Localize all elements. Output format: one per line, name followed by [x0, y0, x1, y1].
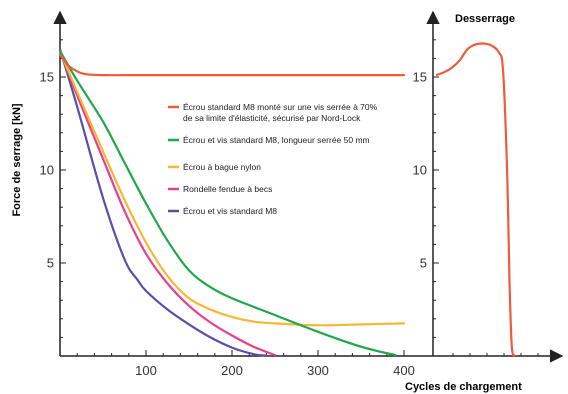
legend-label-2: Écrou à bague nylon [183, 162, 261, 172]
x-ticks: 100 200 300 400 [135, 350, 415, 378]
legend-label-4: Écrou et vis standard M8 [183, 206, 277, 216]
legend: Écrou standard M8 monté sur une vis serr… [168, 102, 378, 216]
axes [53, 10, 564, 363]
series-lines [58, 48, 406, 357]
x-axis-title: Cycles de chargement [405, 381, 522, 393]
series-line-2 [58, 49, 406, 327]
x-tick-label: 300 [307, 363, 329, 378]
y-tick-label: 5 [47, 256, 54, 271]
legend-label-0: de sa limite d'élasticité, sécurisé par … [183, 113, 361, 123]
y-tick-label: 15 [40, 70, 54, 85]
y-ticks-left: 5 10 15 [40, 70, 66, 271]
y-tick-label-right: 15 [413, 70, 427, 85]
y-ticks-right: 5 10 15 [413, 70, 439, 271]
right-panel-series-line-0 [435, 42, 517, 357]
minor-ticks [60, 39, 539, 356]
y-tick-label-right: 5 [420, 256, 427, 271]
x-tick-label: 200 [221, 363, 243, 378]
legend-label-1: Écrou et vis standard M8, longueur serré… [183, 135, 370, 145]
y-tick-label-right: 10 [413, 163, 427, 178]
series-line-1 [58, 49, 397, 357]
right-panel-lines [435, 42, 517, 357]
series-line-0 [58, 53, 406, 77]
y-tick-label: 10 [40, 163, 54, 178]
x-tick-label: 100 [135, 363, 157, 378]
x-tick-label: 400 [393, 363, 415, 378]
right-panel-title: Desserrage [455, 13, 515, 25]
legend-label-3: Rondelle fendue à becs [183, 184, 272, 194]
y-axis-title: Force de serrage [kN] [11, 103, 23, 216]
series-line-3 [58, 49, 277, 357]
legend-label-0: Écrou standard M8 monté sur une vis serr… [183, 102, 378, 112]
series-line-4 [58, 48, 268, 357]
